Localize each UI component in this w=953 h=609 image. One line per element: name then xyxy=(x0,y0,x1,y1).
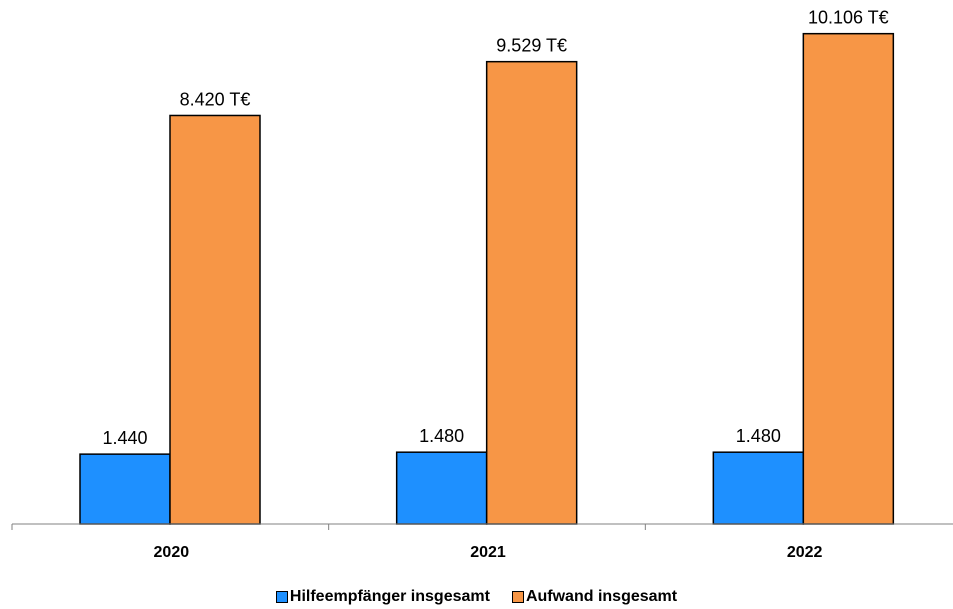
x-tick-label-2022: 2022 xyxy=(787,544,823,561)
x-tick-label-2021: 2021 xyxy=(470,544,506,561)
data-label-aufwand-2022: 10.106 T€ xyxy=(808,8,889,28)
bar-hilfeempfaenger-2020 xyxy=(79,453,171,525)
legend-swatch-hilfeempfaenger xyxy=(275,591,288,603)
data-label-aufwand-2021: 9.529 T€ xyxy=(496,36,567,56)
data-label-hilfeempfaenger-2020: 1.440 xyxy=(102,428,147,448)
legend-item-hilfeempfaenger: Hilfeempfänger insgesamt xyxy=(275,588,490,606)
x-tick-label-2020: 2020 xyxy=(154,544,190,561)
bar-hilfeempfaenger-2022 xyxy=(712,451,805,525)
data-label-hilfeempfaenger-2022: 1.480 xyxy=(736,426,781,446)
bar-hilfeempfaenger-2021 xyxy=(395,451,488,525)
data-label-aufwand-2020: 8.420 T€ xyxy=(180,89,251,109)
data-label-hilfeempfaenger-2021: 1.480 xyxy=(419,426,464,446)
legend-label-hilfeempfaenger: Hilfeempfänger insgesamt xyxy=(289,588,490,605)
legend-label-aufwand: Aufwand insgesamt xyxy=(525,588,678,605)
bar-aufwand-2021 xyxy=(485,60,578,525)
bar-aufwand-2022 xyxy=(802,32,895,525)
legend-swatch-aufwand xyxy=(511,591,524,603)
legend: Hilfeempfänger insgesamt Aufwand insgesa… xyxy=(0,588,953,606)
bar-aufwand-2020 xyxy=(169,114,261,525)
legend-item-aufwand: Aufwand insgesamt xyxy=(511,588,678,606)
